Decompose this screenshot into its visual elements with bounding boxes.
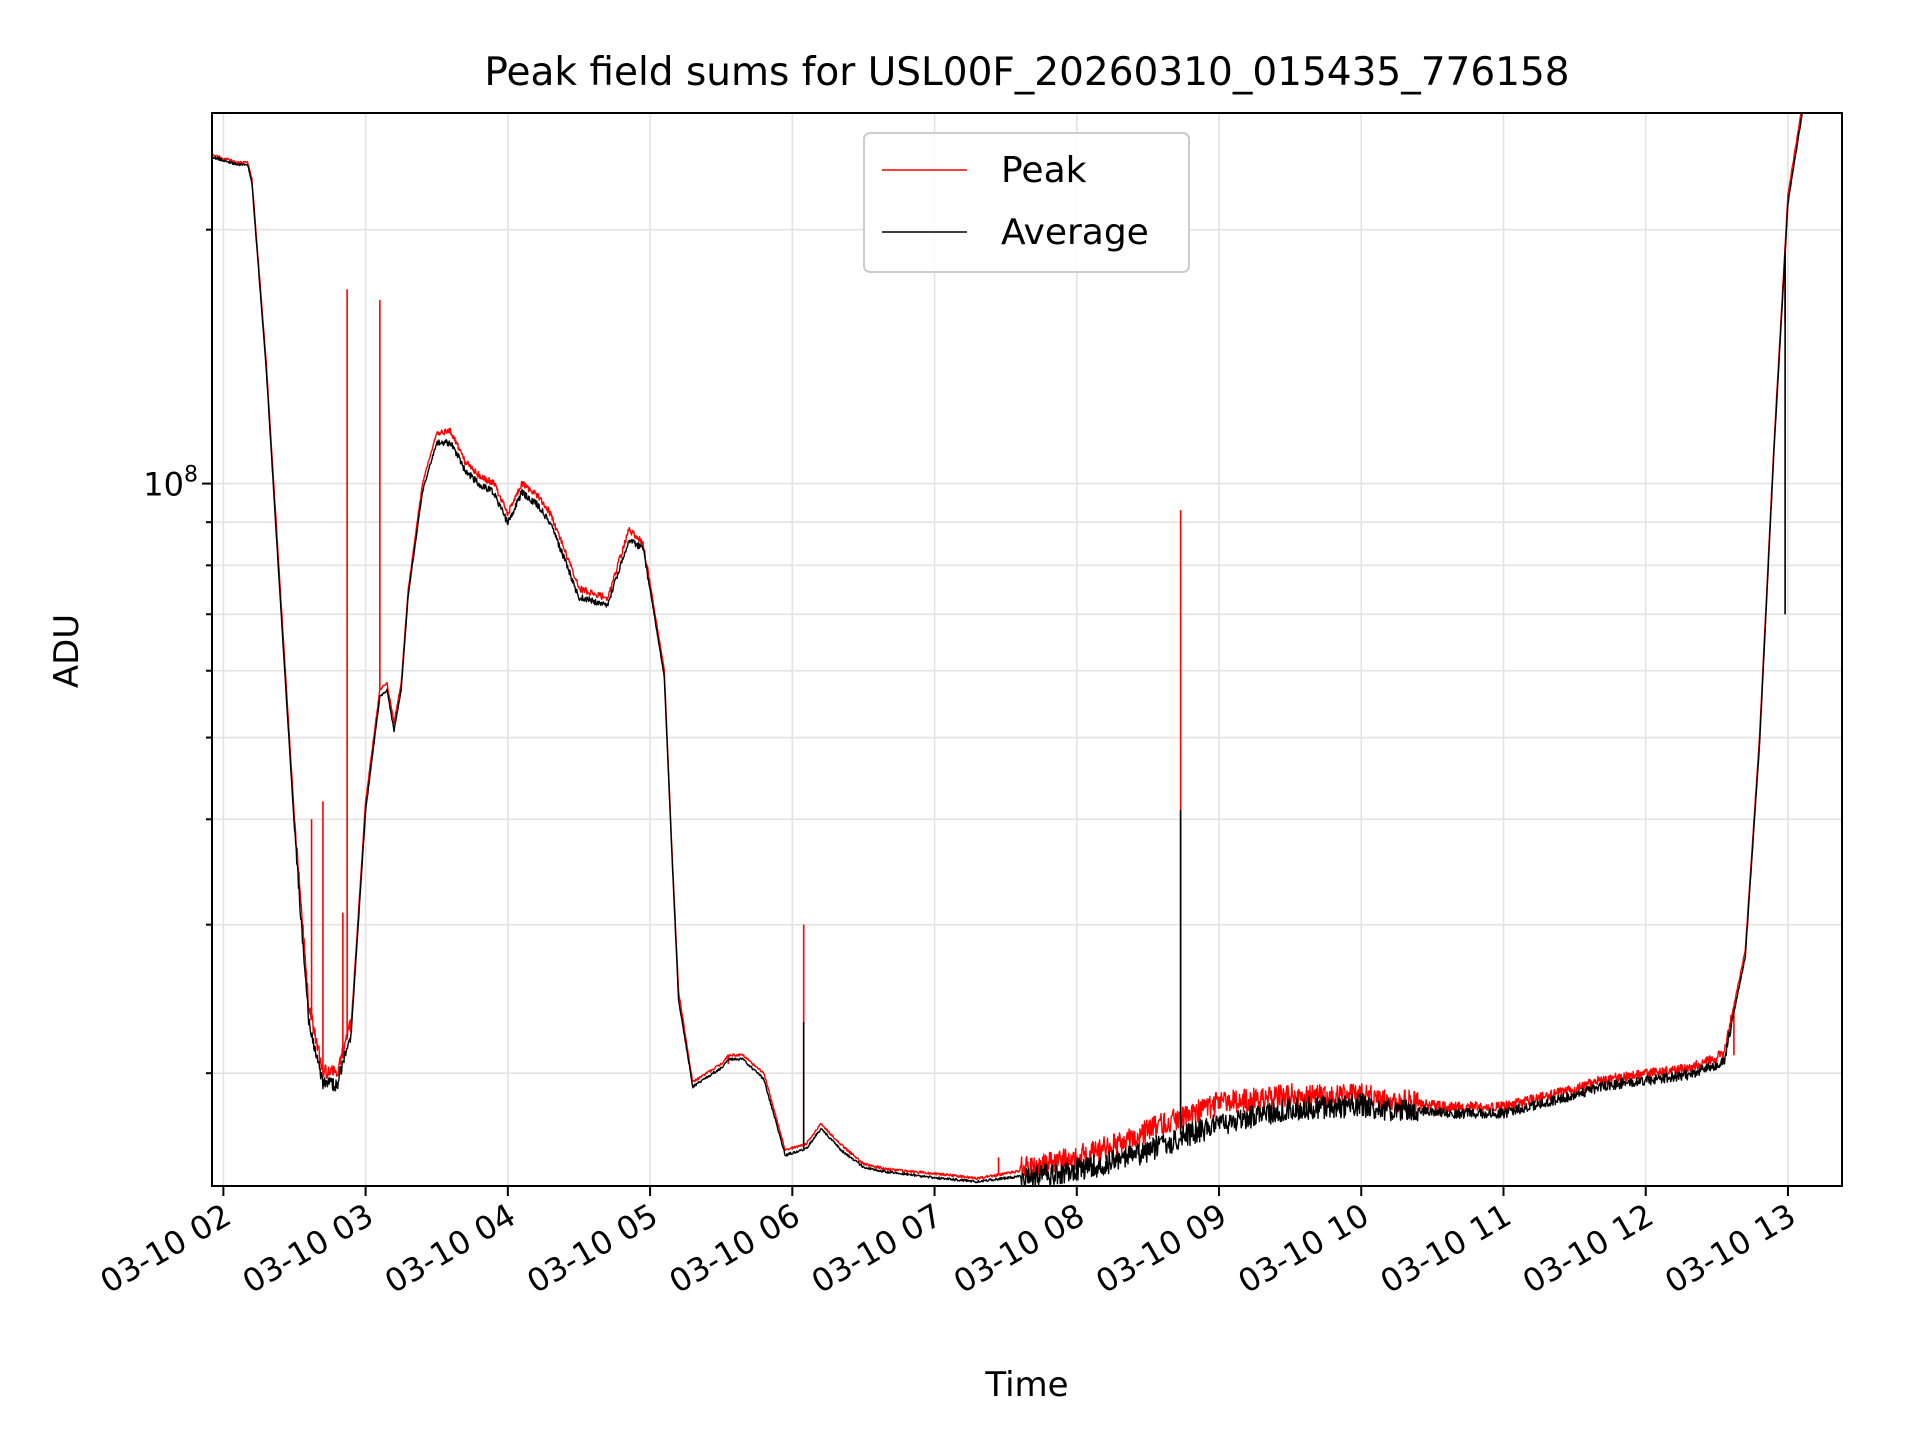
series-line-average xyxy=(212,113,1817,1186)
x-axis-label: Time xyxy=(984,1365,1068,1405)
chart-title: Peak field sums for USL00F_20260310_0154… xyxy=(484,50,1569,95)
y-axis-label: ADU xyxy=(47,614,87,688)
plot-frame xyxy=(211,112,1843,1187)
y-tick-label: 108 xyxy=(143,463,198,504)
series-peak xyxy=(212,113,1817,1181)
legend-label-peak: Peak xyxy=(1001,150,1087,191)
legend-box xyxy=(863,132,1190,273)
series-line-peak xyxy=(212,113,1817,1181)
y-tick-label-exponent: 8 xyxy=(184,463,198,488)
legend-label-average: Average xyxy=(1001,212,1149,253)
legend: Peak Average xyxy=(863,132,1190,273)
y-tick-label-base: 10 xyxy=(143,466,184,504)
series-average xyxy=(212,113,1817,1186)
series-group xyxy=(212,113,1817,1186)
